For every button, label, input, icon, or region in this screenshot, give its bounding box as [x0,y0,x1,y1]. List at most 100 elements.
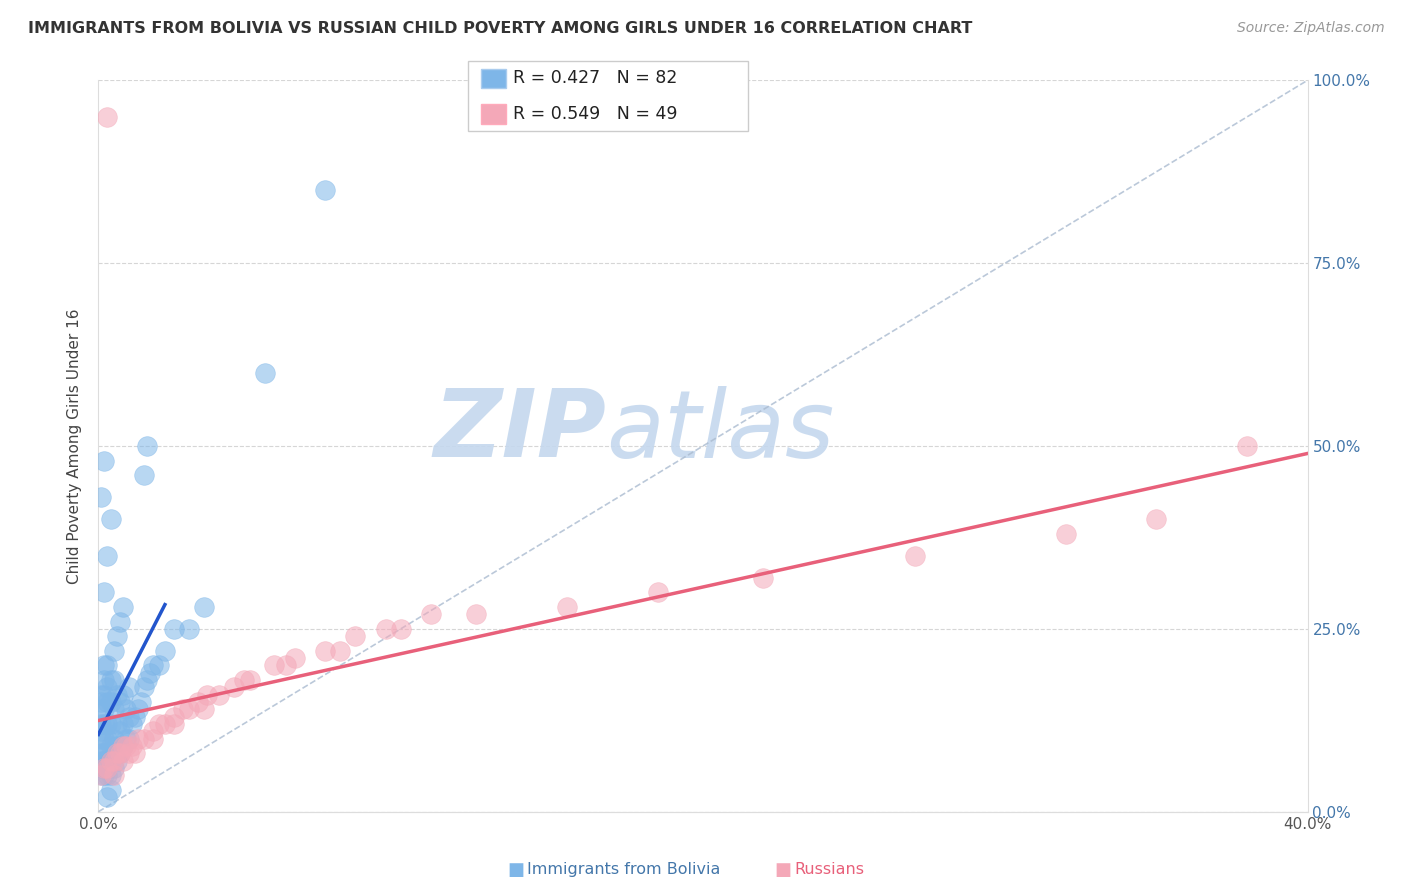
Point [93,658,115,673]
Text: atlas: atlas [606,386,835,477]
Point [90,688,112,702]
Point [93,453,115,467]
Point [96,761,118,775]
Point [195,688,218,702]
Point [118,681,141,695]
Point [193,702,215,716]
Point [105,629,128,643]
Point [90,768,112,782]
Point [274,658,297,673]
Point [96,746,118,760]
Text: ■: ■ [775,861,792,879]
Point [344,629,367,643]
Point [111,688,134,702]
Point [121,717,143,731]
Point [127,731,149,746]
Point [96,681,118,695]
Point [93,688,115,702]
Point [105,739,128,753]
Point [163,622,186,636]
Point [96,761,118,775]
Point [105,754,128,768]
Point [253,366,276,380]
Point [90,754,112,768]
Point [118,731,141,746]
Point [96,790,118,805]
Point [142,658,165,673]
Point [329,644,352,658]
Point [111,717,134,731]
Point [132,468,155,483]
Point [100,782,122,797]
Point [132,731,155,746]
Point [239,673,262,687]
Point [103,746,125,760]
Point [142,731,165,746]
Point [111,754,134,768]
Point [108,746,131,760]
Point [96,731,118,746]
Point [93,731,115,746]
Point [142,724,165,739]
Point [208,688,231,702]
Point [111,599,134,614]
Point [114,731,136,746]
Point [93,717,115,731]
Point [93,754,115,768]
Point [108,695,131,709]
Point [93,768,115,782]
Point [103,644,125,658]
Point [148,658,170,673]
Y-axis label: Child Poverty Among Girls Under 16: Child Poverty Among Girls Under 16 [67,309,83,583]
Text: R = 0.427   N = 82: R = 0.427 N = 82 [513,70,678,87]
Point [118,746,141,760]
Point [163,717,186,731]
Point [135,439,157,453]
Point [100,673,122,687]
Point [132,681,155,695]
Point [96,658,118,673]
Point [139,665,162,680]
Point [100,768,122,782]
Point [555,599,578,614]
Point [90,490,112,504]
Point [153,717,176,731]
Point [103,761,125,775]
Point [465,607,488,622]
Point [752,571,775,585]
Point [93,761,115,775]
Text: Russians: Russians [794,863,865,877]
Point [224,681,246,695]
Point [105,717,128,731]
Point [124,709,146,723]
Point [647,585,669,599]
Point [90,731,112,746]
Point [100,717,122,731]
Point [108,615,131,629]
Point [105,746,128,760]
Point [111,739,134,753]
Point [90,717,112,731]
Point [193,599,215,614]
Point [90,702,112,716]
Text: ZIP: ZIP [433,385,606,477]
Point [100,739,122,753]
Point [96,549,118,563]
Point [420,607,443,622]
Point [90,761,112,775]
Point [179,622,201,636]
Point [111,739,134,753]
Point [96,110,118,124]
Point [314,183,336,197]
Point [103,768,125,782]
Point [121,739,143,753]
Point [153,644,176,658]
Point [108,746,131,760]
Point [90,746,112,760]
Point [96,717,118,731]
Point [90,768,112,782]
Point [263,658,285,673]
Point [103,731,125,746]
Point [114,702,136,716]
Point [90,724,112,739]
